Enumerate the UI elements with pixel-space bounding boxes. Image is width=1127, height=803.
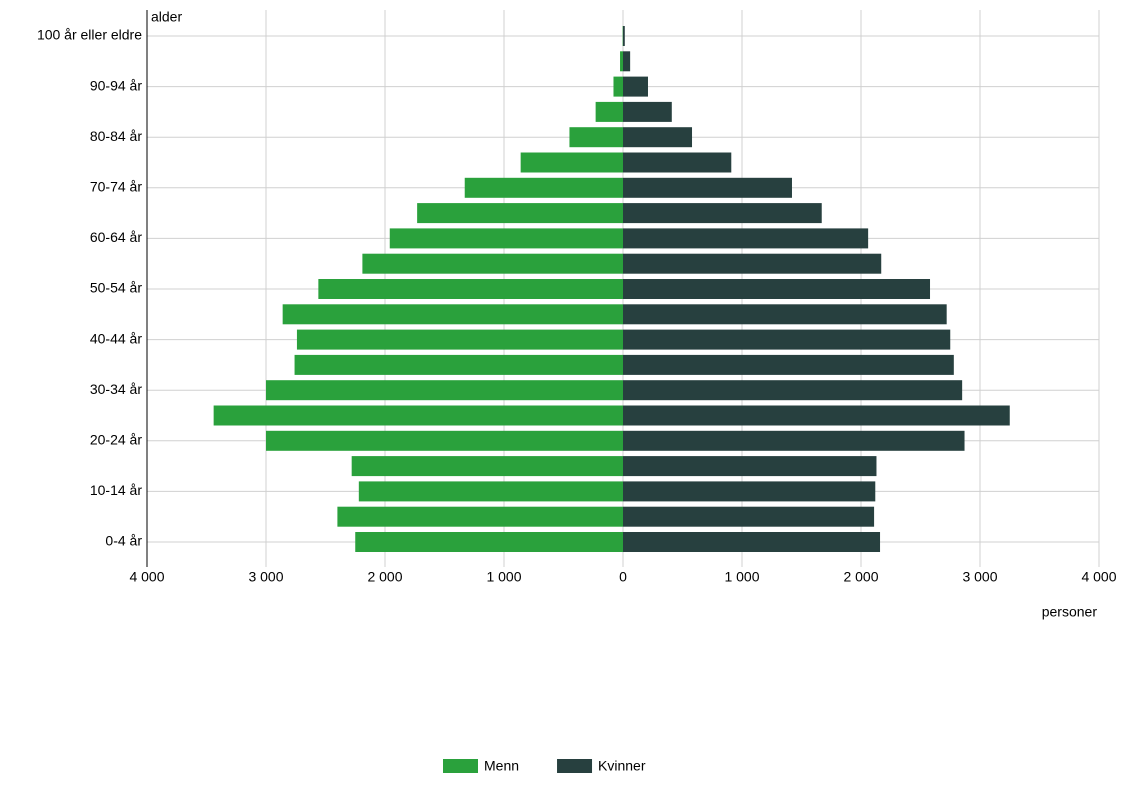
- legend-swatch: [557, 759, 593, 773]
- bar: [623, 76, 648, 97]
- legend-label: Kvinner: [598, 758, 646, 774]
- x-tick-label: 1 000: [486, 569, 521, 585]
- bar: [623, 532, 881, 552]
- bar: [623, 506, 875, 527]
- bar: [464, 177, 623, 198]
- x-tick-label: 0: [619, 569, 627, 585]
- y-tick-label: 0-4 år: [105, 533, 142, 549]
- bar: [623, 152, 732, 173]
- y-tick-label: 40-44 år: [90, 330, 142, 346]
- bar: [623, 405, 1010, 426]
- bar: [623, 127, 693, 148]
- bar: [623, 430, 965, 451]
- y-tick-label: 70-74 år: [90, 179, 142, 195]
- y-axis-label: alder: [151, 9, 182, 25]
- bar: [417, 203, 623, 224]
- legend-swatch: [443, 759, 478, 773]
- bar: [282, 304, 623, 325]
- bar: [318, 279, 623, 299]
- bar: [623, 329, 951, 350]
- y-tick-label: 30-34 år: [90, 381, 142, 397]
- x-tick-label: 2 000: [367, 569, 402, 585]
- bar: [213, 405, 623, 426]
- bar: [389, 228, 623, 249]
- x-tick-label: 4 000: [1081, 569, 1116, 585]
- bar: [623, 279, 931, 299]
- x-axis-label: personer: [1042, 604, 1098, 620]
- y-tick-label: 60-64 år: [90, 229, 142, 245]
- bar: [337, 506, 623, 527]
- bar: [623, 380, 963, 401]
- bar: [623, 481, 876, 502]
- x-tick-label: 3 000: [248, 569, 283, 585]
- bar: [623, 304, 947, 325]
- bar: [362, 253, 623, 274]
- y-tick-label: 50-54 år: [90, 280, 142, 296]
- y-tick-label: 80-84 år: [90, 128, 142, 144]
- y-tick-label: 100 år eller eldre: [37, 27, 142, 43]
- x-tick-label: 2 000: [843, 569, 878, 585]
- bar: [355, 532, 623, 552]
- bar: [623, 177, 792, 198]
- bar: [623, 51, 631, 72]
- bar: [623, 253, 882, 274]
- bar: [623, 26, 625, 46]
- bar: [266, 380, 623, 401]
- y-tick-label: 90-94 år: [90, 77, 142, 93]
- bar: [351, 456, 623, 477]
- y-tick-label: 20-24 år: [90, 432, 142, 448]
- bar: [623, 354, 954, 375]
- bar: [595, 101, 623, 122]
- x-tick-label: 1 000: [724, 569, 759, 585]
- bar: [623, 203, 822, 224]
- legend-label: Menn: [484, 758, 519, 774]
- bar: [296, 329, 623, 350]
- bar: [620, 51, 623, 72]
- bar: [623, 456, 877, 477]
- y-tick-label: 10-14 år: [90, 482, 142, 498]
- bar: [623, 228, 869, 249]
- bar: [623, 101, 672, 122]
- bar: [569, 127, 623, 148]
- bar: [266, 430, 623, 451]
- x-tick-label: 4 000: [129, 569, 164, 585]
- bar: [358, 481, 623, 502]
- x-tick-label: 3 000: [962, 569, 997, 585]
- bar: [520, 152, 623, 173]
- bar: [294, 354, 623, 375]
- bar: [613, 76, 623, 97]
